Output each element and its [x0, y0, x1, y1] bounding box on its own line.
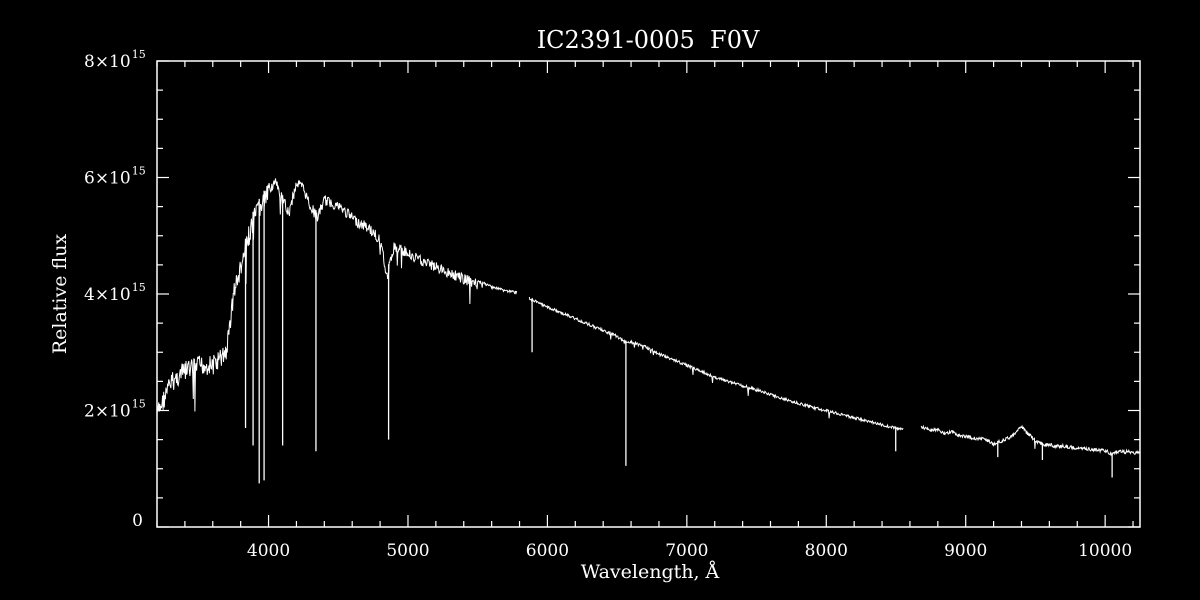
spectrum-series: [156, 178, 1141, 484]
spectrum-line-segment: [920, 424, 1141, 457]
y-tick-exponent: 15: [132, 165, 146, 178]
x-axis-label: Wavelength, Å: [581, 561, 720, 583]
plot-frame: [156, 60, 1141, 528]
y-tick-label: 8×10: [84, 52, 131, 72]
axis-ticks: [156, 60, 1140, 528]
y-tick-exponent: 15: [132, 48, 146, 61]
x-tick-labels: 4000 5000 6000 7000 8000 9000 10000: [247, 541, 1132, 561]
chart-title: IC2391-0005 F0V: [537, 26, 760, 54]
y-tick-exponent: 15: [132, 281, 146, 294]
y-tick-exponent: 15: [132, 398, 146, 411]
x-tick-label: 9000: [944, 541, 987, 561]
spectrum-line-segment: [528, 296, 904, 432]
x-tick-label: 7000: [665, 541, 708, 561]
x-tick-label: 10000: [1078, 541, 1132, 561]
y-tick-label: 0: [132, 511, 143, 531]
x-tick-label: 5000: [386, 541, 429, 561]
y-tick-label: 4×10: [84, 285, 131, 305]
x-tick-label: 6000: [526, 541, 569, 561]
x-tick-label: 8000: [805, 541, 848, 561]
spectrum-line-segment: [156, 178, 518, 415]
y-tick-label: 2×10: [84, 402, 131, 422]
y-tick-labels: 02×10 154×10 156×10 158×10 15: [84, 48, 146, 531]
x-tick-label: 4000: [247, 541, 290, 561]
y-tick-label: 6×10: [84, 169, 131, 189]
y-axis-label: Relative flux: [49, 234, 71, 355]
